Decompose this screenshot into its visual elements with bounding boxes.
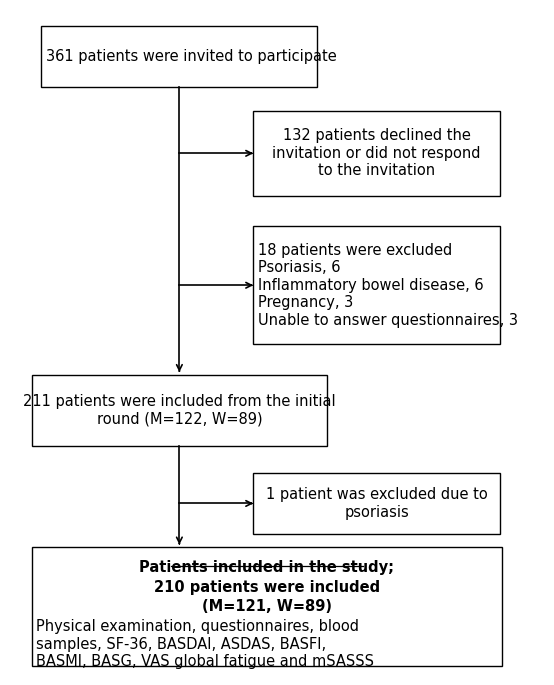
Text: 18 patients were excluded
Psoriasis, 6
Inflammatory bowel disease, 6
Pregnancy, : 18 patients were excluded Psoriasis, 6 I… (258, 243, 518, 327)
Text: Patients included in the study;: Patients included in the study; (140, 560, 394, 575)
FancyBboxPatch shape (32, 375, 327, 446)
FancyBboxPatch shape (253, 473, 500, 534)
Text: Physical examination, questionnaires, blood
samples, SF-36, BASDAI, ASDAS, BASFI: Physical examination, questionnaires, bl… (37, 619, 375, 669)
Text: 132 patients declined the
invitation or did not respond
to the invitation: 132 patients declined the invitation or … (272, 128, 481, 178)
FancyBboxPatch shape (253, 111, 500, 196)
Text: 211 patients were included from the initial
round (M=122, W=89): 211 patients were included from the init… (23, 395, 336, 427)
Text: (M=121, W=89): (M=121, W=89) (202, 599, 332, 614)
FancyBboxPatch shape (32, 547, 502, 666)
Text: 1 patient was excluded due to
psoriasis: 1 patient was excluded due to psoriasis (265, 487, 488, 520)
Text: 210 patients were included: 210 patients were included (154, 580, 380, 595)
FancyBboxPatch shape (253, 226, 500, 345)
FancyBboxPatch shape (42, 27, 317, 88)
Text: 361 patients were invited to participate: 361 patients were invited to participate (47, 49, 337, 64)
